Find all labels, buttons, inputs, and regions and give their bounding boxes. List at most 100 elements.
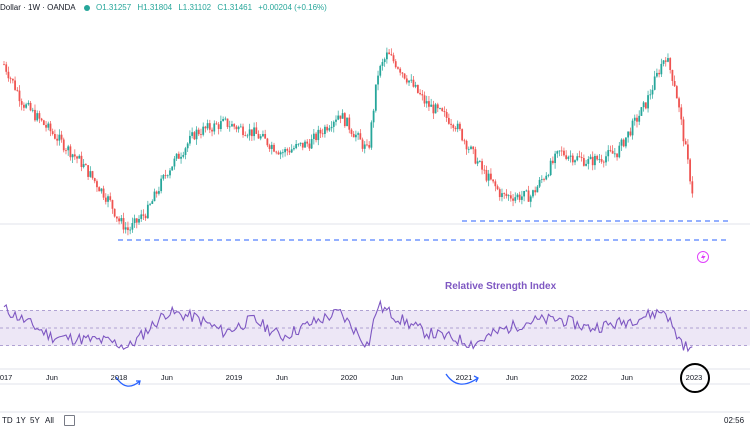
candle-body <box>483 169 486 171</box>
x-tick-label: Jun <box>46 373 58 382</box>
candle-body <box>78 155 81 159</box>
candle-body <box>184 148 187 155</box>
candle-body <box>115 216 118 219</box>
rsi-bottom-arc-2018 <box>115 376 141 387</box>
candle-body <box>507 195 510 197</box>
candle-body <box>255 127 258 134</box>
candle-body <box>319 129 322 134</box>
candle-body <box>242 126 244 136</box>
annotations-group <box>115 220 728 393</box>
candle-body <box>463 140 466 142</box>
candle-body <box>328 128 331 131</box>
chart-header: Dollar · 1W · OANDA O1.31257 H1.31804 L1… <box>0 3 331 17</box>
candle-body <box>516 194 519 198</box>
candle-body <box>310 139 313 149</box>
candle-body <box>138 218 140 223</box>
candle-body <box>416 84 419 93</box>
candle-body <box>84 164 87 166</box>
candle-body <box>144 215 147 219</box>
candle-body <box>582 158 585 166</box>
candle-body <box>304 141 306 148</box>
lightning-bolt <box>701 253 706 262</box>
candle-body <box>111 200 114 209</box>
candle-body <box>536 186 539 193</box>
candle-body <box>288 150 291 153</box>
candle-body <box>204 126 207 129</box>
range-all-button[interactable]: All <box>45 416 54 425</box>
candle-body <box>465 140 468 150</box>
candle-body <box>200 134 202 135</box>
candle-body <box>405 78 408 83</box>
candle-body <box>62 139 65 151</box>
change-value: +0.00204 (+0.16%) <box>258 3 327 12</box>
candle-body <box>434 104 437 114</box>
candle-body <box>361 139 364 149</box>
candle-body <box>127 227 129 231</box>
candle-body <box>326 126 329 131</box>
candle-body <box>295 144 298 149</box>
candle-body <box>529 196 532 202</box>
candle-body <box>82 164 85 168</box>
candle-body <box>146 204 149 219</box>
range-td-button[interactable]: TD <box>2 416 13 425</box>
candle-body <box>594 155 596 166</box>
candle-body <box>155 191 158 194</box>
candle-body <box>71 154 74 158</box>
candle-body <box>306 141 309 144</box>
candle-body <box>401 72 404 74</box>
candle-body <box>600 159 603 162</box>
candle-body <box>490 173 492 180</box>
candle-body <box>189 135 191 144</box>
candle-body <box>197 129 200 135</box>
candle-body <box>14 80 16 90</box>
candle-body <box>684 141 687 145</box>
candle-body <box>275 151 278 153</box>
candle-body <box>587 159 590 164</box>
candle-body <box>430 104 433 107</box>
candle-body <box>177 153 180 159</box>
candle-body <box>56 138 59 141</box>
candle-body <box>381 62 384 66</box>
candle-body <box>208 123 211 130</box>
candle-body <box>67 146 70 151</box>
x-tick-label: Jun <box>161 373 173 382</box>
rsi-title: Relative Strength Index <box>445 281 557 292</box>
candle-body <box>589 156 592 160</box>
candle-body <box>277 152 280 155</box>
candle-body <box>439 108 441 109</box>
candle-body <box>492 179 495 182</box>
candle-body <box>169 170 171 176</box>
candle-body <box>660 63 663 75</box>
candle-body <box>368 145 371 148</box>
x-tick-label: 2018 <box>111 373 128 382</box>
candle-body <box>636 117 638 122</box>
range-1y-button[interactable]: 1Y <box>16 416 26 425</box>
candle-body <box>118 218 120 222</box>
candle-body <box>419 92 421 95</box>
candle-body <box>374 84 377 111</box>
candle-body <box>538 179 541 187</box>
candle-body <box>38 113 41 119</box>
candle-body <box>613 153 616 155</box>
candle-body <box>173 158 176 167</box>
candle-body <box>324 126 326 134</box>
candle-body <box>620 139 623 146</box>
candle-body <box>215 123 218 125</box>
candle-body <box>9 78 12 80</box>
candle-body <box>131 223 134 230</box>
candle-body <box>120 218 123 222</box>
candle-body <box>290 149 293 153</box>
candle-body <box>498 189 501 198</box>
candle-body <box>20 101 23 105</box>
candle-body <box>481 161 483 170</box>
candle-body <box>180 156 182 159</box>
range-5y-button[interactable]: 5Y <box>30 416 40 425</box>
date-range-icon[interactable] <box>64 415 75 426</box>
candle-body <box>25 104 28 108</box>
candle-body <box>363 144 366 149</box>
candle-body <box>578 156 581 158</box>
candle-body <box>651 89 654 95</box>
x-tick-label: Jun <box>621 373 633 382</box>
candle-body <box>91 171 94 179</box>
candle-body <box>235 126 238 130</box>
